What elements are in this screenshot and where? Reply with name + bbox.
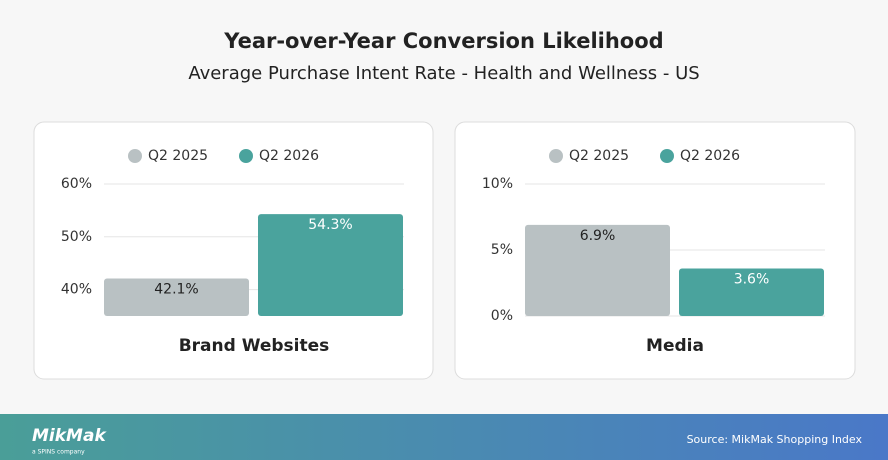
data-label: 6.9% — [580, 228, 616, 244]
subtitle: Average Purchase Intent Rate - Health an… — [188, 63, 699, 84]
y-tick-label: 10% — [482, 176, 513, 192]
legend-label: Q2 2026 — [680, 148, 740, 164]
data-label: 42.1% — [154, 282, 198, 298]
category-label: Brand Websites — [179, 336, 330, 356]
data-label: 3.6% — [734, 271, 770, 287]
legend-swatch — [660, 149, 674, 163]
legend-label: Q2 2026 — [259, 148, 319, 164]
y-tick-label: 60% — [61, 176, 92, 192]
bar — [525, 224, 670, 316]
data-label: 54.3% — [308, 217, 352, 233]
legend-swatch — [128, 149, 142, 163]
legend-swatch — [549, 149, 563, 163]
category-label: Media — [646, 336, 704, 356]
bar — [679, 268, 824, 316]
y-tick-label: 40% — [61, 282, 92, 298]
logo: MikMak — [32, 426, 107, 446]
charts: 40% 50% 60% 42.1% 54.3% Brand Websites Q2 2025… — [61, 148, 825, 356]
y-tick-label: 5% — [491, 242, 513, 258]
bar — [258, 214, 403, 316]
source: Source: MikMak Shopping Index — [687, 433, 863, 446]
y-tick-label: 0% — [491, 308, 513, 324]
legend-label: Q2 2025 — [148, 148, 208, 164]
logo-tagline: a SPINS company — [32, 449, 85, 456]
y-tick-label: 50% — [61, 229, 92, 245]
legend-swatch — [239, 149, 253, 163]
bar — [104, 278, 249, 316]
legend-label: Q2 2025 — [569, 148, 629, 164]
title: Year-over-Year Conversion Likelihood — [223, 29, 663, 53]
footer — [0, 414, 888, 460]
